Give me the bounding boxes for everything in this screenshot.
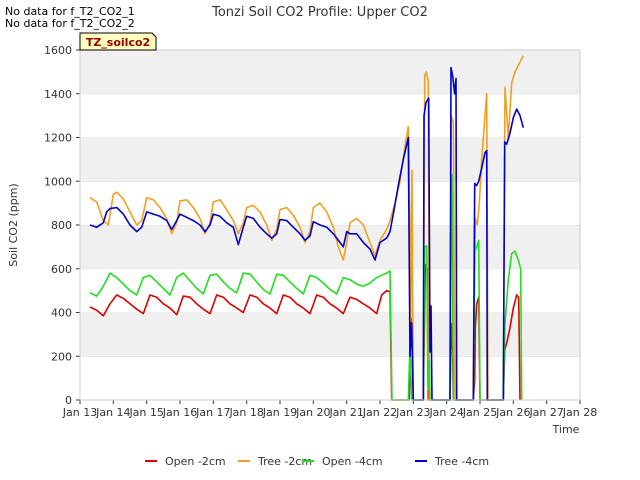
grid-band bbox=[80, 268, 580, 313]
x-tick-label: Jan 16 bbox=[162, 406, 197, 419]
badge-box bbox=[79, 32, 157, 51]
grid-band bbox=[80, 225, 580, 269]
x-tick-label: Jan 22 bbox=[362, 406, 397, 419]
x-tick-label: Jan 20 bbox=[295, 406, 330, 419]
legend-label: Tree -4cm bbox=[434, 455, 489, 468]
legend-label: Tree -2cm bbox=[257, 455, 312, 468]
x-tick-label: Jan 27 bbox=[528, 406, 563, 419]
dataset-badge: TZ_soilco2 bbox=[79, 32, 157, 51]
x-axis-label: Time bbox=[552, 423, 580, 436]
y-tick-label: 1400 bbox=[44, 88, 72, 101]
chart-title: Tonzi Soil CO2 Profile: Upper CO2 bbox=[211, 5, 428, 20]
y-tick-label: 1000 bbox=[44, 175, 72, 188]
series-line-open-2cm bbox=[89, 263, 521, 401]
x-tick-label: Jan 17 bbox=[195, 406, 230, 419]
grid-band bbox=[80, 93, 580, 138]
no-data-note-1: No data for f_T2_CO2_1 bbox=[5, 5, 135, 18]
x-tick-label: Jan 15 bbox=[128, 406, 163, 419]
x-tick-label: Jan 25 bbox=[462, 406, 497, 419]
grid-band bbox=[80, 137, 580, 182]
grid-band bbox=[80, 356, 580, 400]
grid-band bbox=[80, 312, 580, 357]
plot-frame bbox=[79, 49, 581, 401]
y-tick-label: 400 bbox=[51, 307, 72, 320]
y-axis-ticks: 0 200 400 600 800 1000 1200 1400 1600 bbox=[44, 44, 80, 407]
x-tick-label: Jan 21 bbox=[328, 406, 363, 419]
x-tick-label: Jan 24 bbox=[428, 406, 463, 419]
y-tick-label: 0 bbox=[65, 394, 72, 407]
legend-label: Open -2cm bbox=[165, 455, 226, 468]
y-axis-label: Soil CO2 (ppm) bbox=[7, 183, 20, 266]
y-tick-label: 200 bbox=[51, 350, 72, 363]
x-tick-label: Jan 28 bbox=[562, 406, 597, 419]
grid-bands bbox=[80, 49, 580, 400]
y-tick-label: 1600 bbox=[44, 44, 72, 57]
x-tick-label: Jan 14 bbox=[95, 406, 130, 419]
legend: Open -2cm Tree -2cm Open -4cm Tree -4cm bbox=[145, 455, 489, 468]
grid-band bbox=[80, 50, 580, 94]
badge-label: TZ_soilco2 bbox=[86, 36, 150, 49]
x-tick-label: Jan 19 bbox=[262, 406, 297, 419]
x-tick-label: Jan 23 bbox=[395, 406, 430, 419]
y-tick-label: 600 bbox=[51, 263, 72, 276]
no-data-note-2: No data for f_T2_CO2_2 bbox=[5, 17, 135, 30]
legend-label: Open -4cm bbox=[322, 455, 383, 468]
x-tick-label: Jan 26 bbox=[495, 406, 530, 419]
y-tick-label: 1200 bbox=[44, 132, 72, 145]
x-tick-label: Jan 18 bbox=[228, 406, 263, 419]
x-tick-label: Jan 13 bbox=[62, 406, 97, 419]
y-tick-label: 800 bbox=[51, 219, 72, 232]
